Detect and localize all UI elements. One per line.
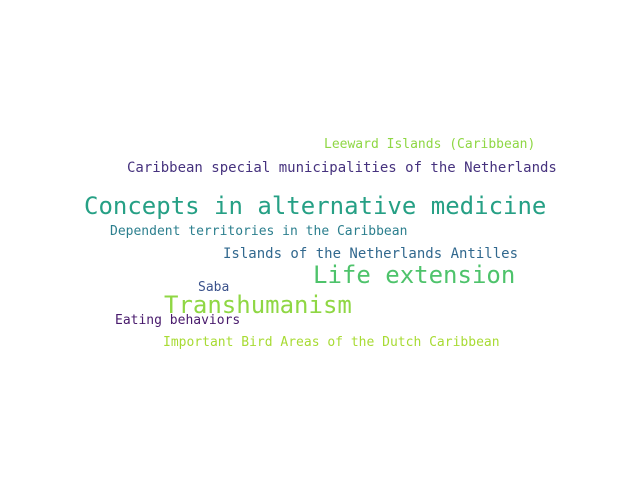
word-caribbean-special-municipalities: Caribbean special municipalities of the … xyxy=(127,160,557,176)
word-islands-netherlands-antilles: Islands of the Netherlands Antilles xyxy=(223,246,519,262)
word-saba: Saba xyxy=(198,280,230,295)
word-life-extension: Life extension xyxy=(313,261,516,289)
word-dependent-territories: Dependent territories in the Caribbean xyxy=(110,224,408,239)
word-transhumanism: Transhumanism xyxy=(164,291,352,319)
word-important-bird-areas: Important Bird Areas of the Dutch Caribb… xyxy=(163,335,500,350)
word-leeward-islands: Leeward Islands (Caribbean) xyxy=(324,137,536,152)
word-concepts-alternative-medicine: Concepts in alternative medicine xyxy=(84,192,547,220)
word-eating-behaviors: Eating behaviors xyxy=(115,313,241,328)
